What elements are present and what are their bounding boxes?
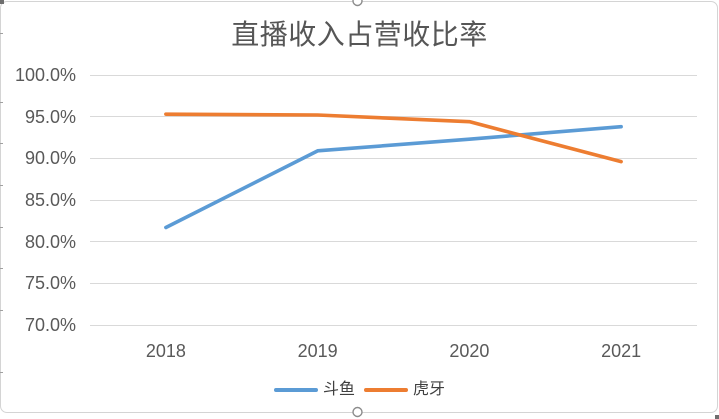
gridline [90, 199, 697, 201]
y-axis-tick-label: 95.0% [24, 106, 76, 127]
y-axis-tick-label: 85.0% [24, 190, 76, 210]
gridline [90, 282, 697, 284]
gridline [90, 157, 697, 159]
legend[interactable]: 斗鱼 虎牙 [0, 381, 719, 399]
resize-handle-bottom-right[interactable] [715, 415, 719, 419]
y-axis-tick-label: 90.0% [24, 148, 76, 169]
edge-tick-mark [0, 143, 3, 144]
resize-handle-bottom-center[interactable] [352, 406, 363, 418]
resize-handle-top-left[interactable] [0, 0, 4, 4]
legend-swatch-icon [364, 388, 408, 392]
edge-tick-mark [0, 227, 3, 228]
y-axis-tick-label: 70.0% [24, 315, 76, 335]
edge-tick-mark [0, 102, 3, 103]
gridline [90, 324, 697, 326]
y-axis-tick-label: 100.0% [14, 65, 76, 85]
legend-swatch-icon [273, 388, 318, 392]
resize-handle-top-center[interactable] [352, 0, 363, 7]
edge-tick-mark [0, 185, 3, 186]
legend-label: 虎牙 [413, 381, 446, 398]
gridline [90, 74, 697, 76]
edge-tick-mark [0, 33, 3, 34]
chart-title: 直播收入占营收比率 [231, 20, 488, 51]
x-axis-tick-label: 2018 [145, 341, 186, 361]
edge-tick-mark [0, 372, 3, 373]
y-axis-tick-label: 75.0% [24, 273, 76, 294]
x-axis-tick-label: 2021 [601, 341, 642, 361]
legend-item[interactable]: 虎牙 [364, 381, 445, 399]
edge-tick-mark [0, 310, 3, 311]
y-axis-tick-label: 80.0% [24, 231, 76, 252]
gridline [90, 241, 697, 243]
legend-label: 斗鱼 [322, 381, 355, 398]
series-line-虎牙[interactable] [164, 112, 623, 164]
edge-tick-mark [0, 268, 3, 269]
x-axis-tick-label: 2020 [449, 341, 490, 361]
series-line-斗鱼[interactable] [164, 124, 623, 230]
legend-item[interactable]: 斗鱼 [273, 381, 355, 399]
x-axis-tick-label: 2019 [297, 341, 338, 361]
